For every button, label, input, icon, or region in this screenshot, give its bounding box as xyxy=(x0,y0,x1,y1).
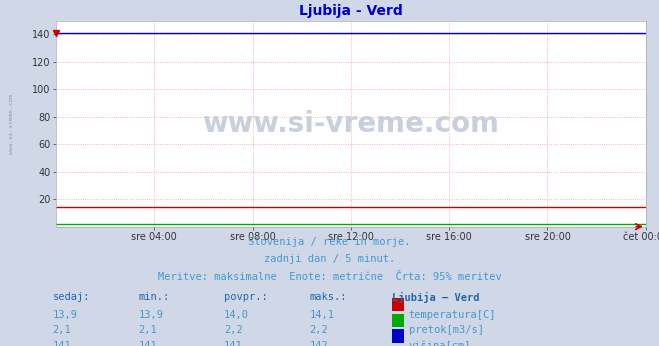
Text: Ljubija – Verd: Ljubija – Verd xyxy=(392,292,480,303)
Text: 2,1: 2,1 xyxy=(53,325,71,335)
Text: sedaj:: sedaj: xyxy=(53,292,90,302)
Text: 2,1: 2,1 xyxy=(138,325,157,335)
Text: 2,2: 2,2 xyxy=(310,325,328,335)
Text: 2,2: 2,2 xyxy=(224,325,243,335)
Text: www.si-vreme.com: www.si-vreme.com xyxy=(9,94,14,154)
Text: zadnji dan / 5 minut.: zadnji dan / 5 minut. xyxy=(264,254,395,264)
Text: višina[cm]: višina[cm] xyxy=(409,341,471,346)
Text: 141: 141 xyxy=(53,341,71,346)
Text: pretok[m3/s]: pretok[m3/s] xyxy=(409,325,484,335)
Text: Slovenija / reke in morje.: Slovenija / reke in morje. xyxy=(248,237,411,247)
Text: www.si-vreme.com: www.si-vreme.com xyxy=(202,110,500,138)
Text: 13,9: 13,9 xyxy=(53,310,78,320)
Text: povpr.:: povpr.: xyxy=(224,292,268,302)
Text: 141: 141 xyxy=(224,341,243,346)
Text: 141: 141 xyxy=(138,341,157,346)
Text: temperatura[C]: temperatura[C] xyxy=(409,310,496,320)
Text: 13,9: 13,9 xyxy=(138,310,163,320)
Text: 14,0: 14,0 xyxy=(224,310,249,320)
Text: maks.:: maks.: xyxy=(310,292,347,302)
Text: Meritve: maksimalne  Enote: metrične  Črta: 95% meritev: Meritve: maksimalne Enote: metrične Črta… xyxy=(158,272,501,282)
Text: 142: 142 xyxy=(310,341,328,346)
Text: min.:: min.: xyxy=(138,292,169,302)
Text: 14,1: 14,1 xyxy=(310,310,335,320)
Title: Ljubija - Verd: Ljubija - Verd xyxy=(299,4,403,18)
